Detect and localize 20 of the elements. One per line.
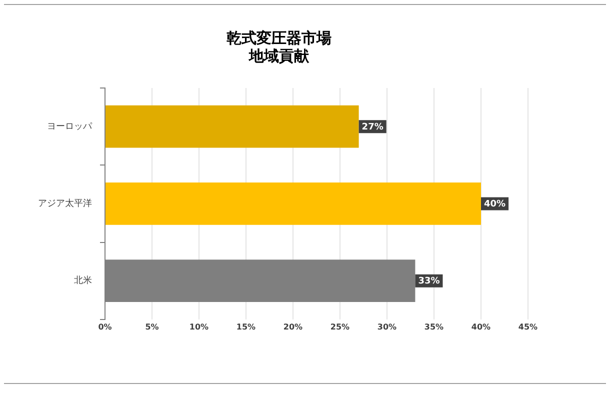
x-tick-label: 25% — [330, 322, 350, 332]
y-tick-label: ヨーロッパ — [47, 122, 93, 132]
y-tick-label: アジア太平洋 — [38, 198, 92, 210]
x-tick-label: 40% — [471, 322, 491, 332]
bar — [106, 105, 359, 148]
x-tick-label: 30% — [377, 322, 397, 332]
bar — [106, 182, 481, 225]
x-tick-label: 35% — [424, 322, 444, 332]
x-tick-label: 20% — [283, 322, 303, 332]
x-tick-label: 15% — [236, 322, 256, 332]
data-label: 33% — [418, 276, 440, 287]
data-label: 40% — [484, 200, 506, 210]
chart-title: 乾式変圧器市場 — [226, 28, 332, 47]
x-tick-label: 5% — [145, 322, 159, 332]
x-tick-label: 0% — [98, 322, 112, 332]
x-tick-label: 10% — [189, 322, 209, 332]
chart-subtitle: 地域貢献 — [248, 46, 310, 65]
data-label: 27% — [362, 122, 384, 132]
x-tick-label: 45% — [518, 322, 538, 332]
y-tick-label: 北米 — [74, 275, 92, 286]
